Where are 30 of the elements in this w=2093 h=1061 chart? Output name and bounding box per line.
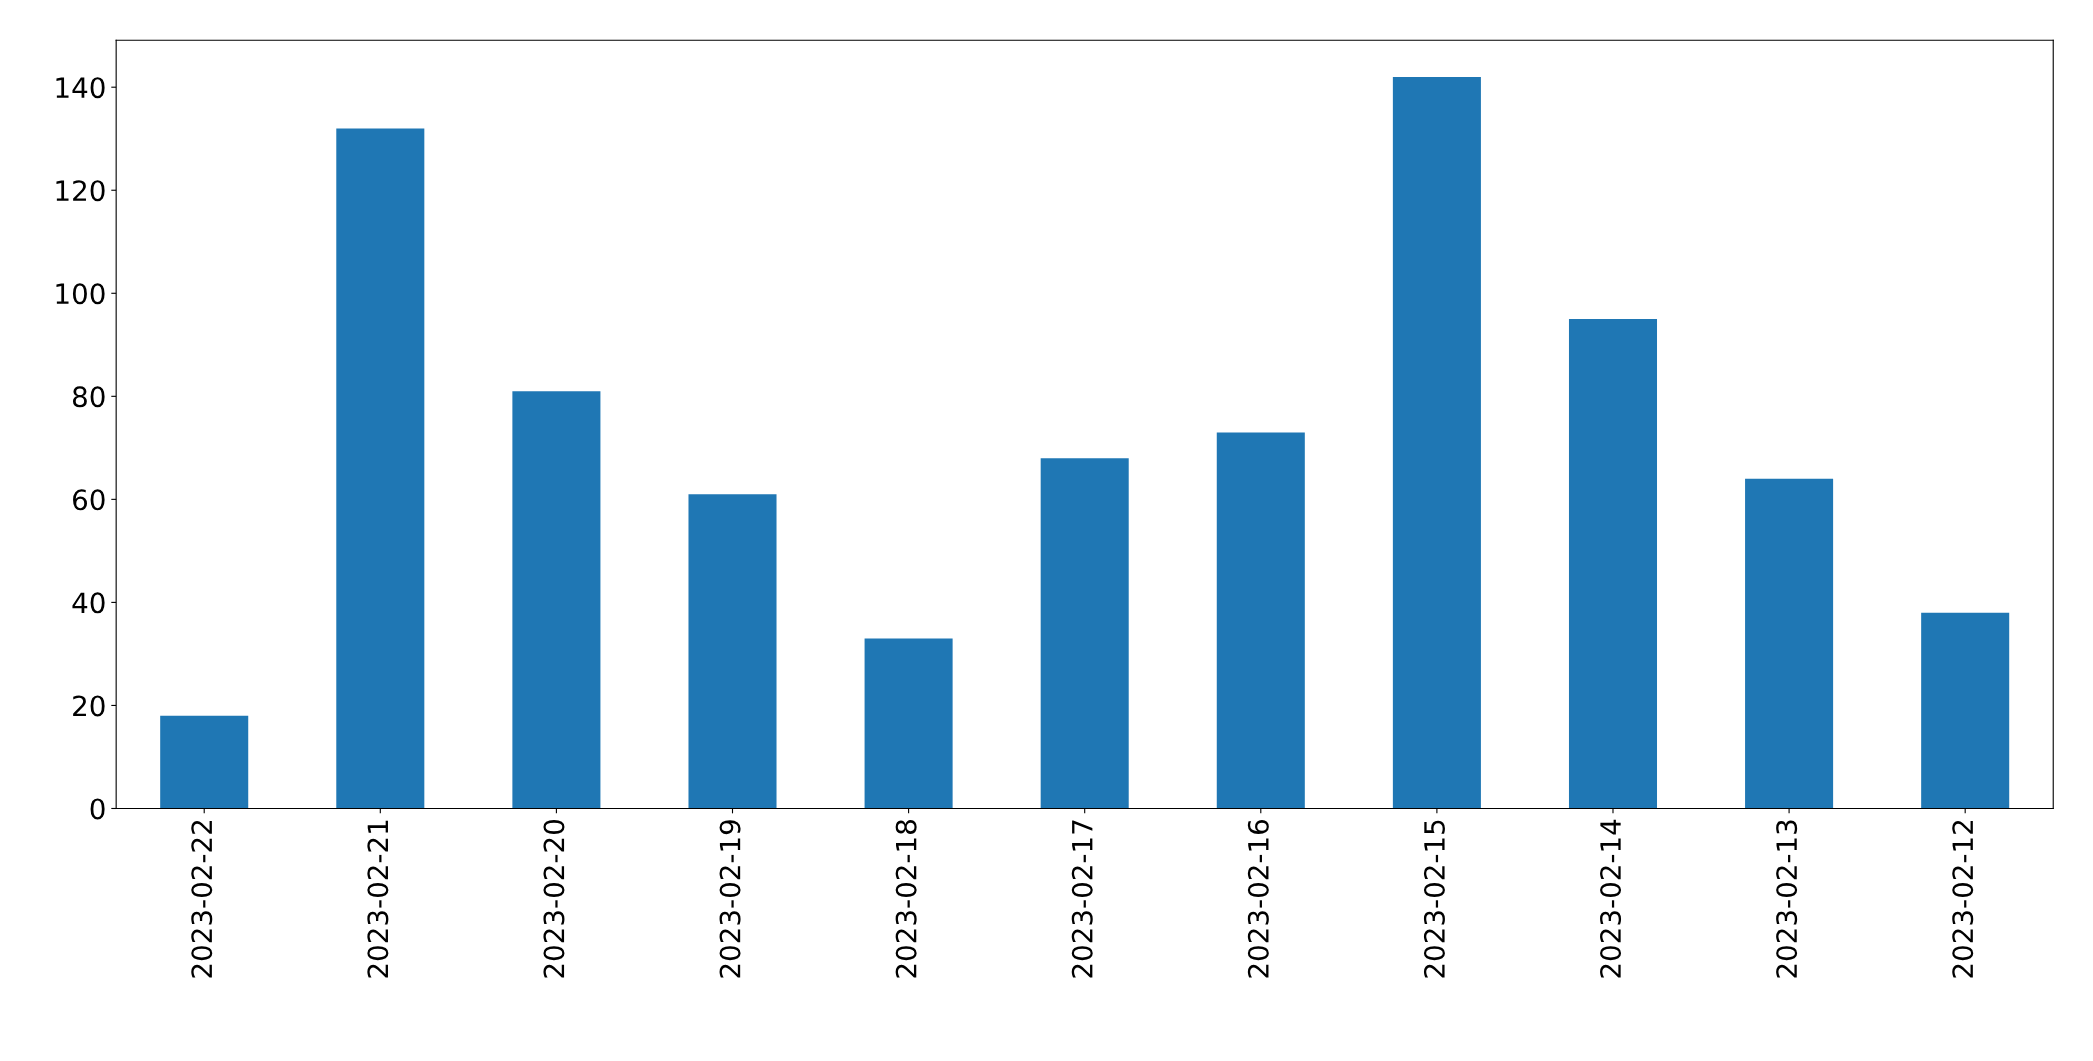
- bar: [1040, 458, 1129, 809]
- y-tick-label: 60: [73, 489, 105, 511]
- x-tick-label: 2023-02-15: [1423, 820, 1445, 978]
- x-tick-label: 2023-02-14: [1600, 819, 1622, 978]
- bar: [1568, 319, 1658, 809]
- x-tick-label: 2023-02-22: [191, 820, 213, 978]
- bar: [512, 391, 601, 809]
- bar: [864, 638, 953, 809]
- x-tick-label: 2023-02-12: [1952, 820, 1974, 978]
- bar: [1392, 76, 1481, 809]
- bar: [336, 128, 425, 809]
- x-tick-label: 2023-02-18: [895, 820, 917, 978]
- x-tick-label: 2023-02-21: [367, 820, 389, 978]
- bar: [1745, 478, 1834, 809]
- bar: [1921, 612, 2010, 809]
- x-tick-label: 2023-02-16: [1247, 819, 1269, 978]
- x-tick-label: 2023-02-13: [1776, 820, 1798, 978]
- y-tick-label: 20: [73, 695, 105, 717]
- bar: [160, 715, 249, 809]
- bar: [688, 494, 777, 809]
- y-tick-label: 80: [72, 386, 105, 408]
- y-tick-label: 0: [90, 798, 105, 820]
- x-tick-label: 2023-02-19: [719, 820, 741, 978]
- x-tick-label: 2023-02-20: [543, 820, 565, 978]
- y-tick-label: 100: [56, 283, 105, 305]
- y-tick-label: 140: [56, 77, 105, 99]
- bar: [1216, 432, 1305, 809]
- y-tick-label: 120: [56, 180, 105, 202]
- x-tick-label: 2023-02-17: [1071, 820, 1093, 978]
- y-tick-label: 40: [72, 592, 105, 614]
